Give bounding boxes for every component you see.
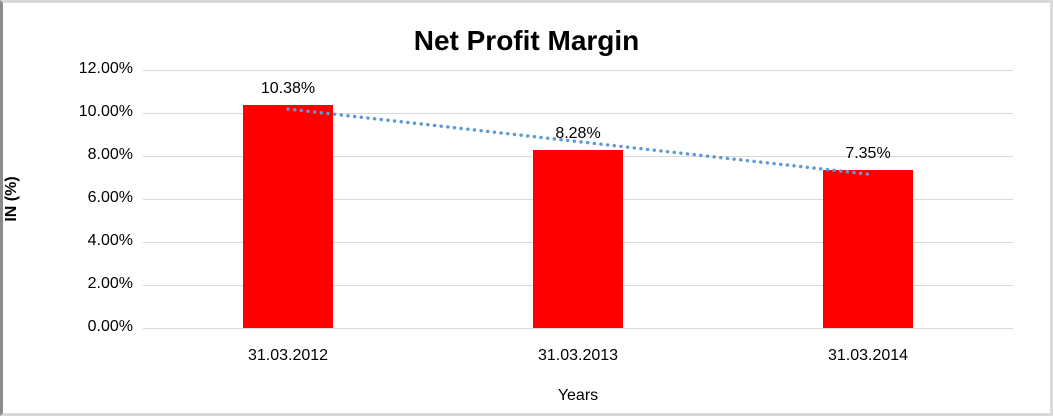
gridline-0.00% [143,328,1013,329]
gridline-12.00% [143,70,1013,71]
y-tick-label: 2.00% [87,275,133,292]
bar-value-label: 7.35% [845,144,891,162]
bar-value-label: 8.28% [555,124,601,142]
x-axis-title: Years [557,387,599,404]
y-tick-label: 0.00% [87,318,133,335]
y-tick-label: 12.00% [78,60,133,77]
bar-31.03.2013 [533,149,623,328]
y-axis-title-text: IN (%) [3,176,20,222]
y-tick-label: 6.00% [87,189,133,206]
bar-31.03.2014 [823,169,913,328]
x-tick-label: 31.03.2012 [247,347,329,364]
y-tick-label: 4.00% [87,232,133,249]
x-tick-label: 31.03.2014 [827,347,909,364]
x-tick-label: 31.03.2013 [537,347,619,364]
bar-value-label: 10.38% [260,79,316,97]
y-tick-label: 8.00% [87,146,133,163]
y-tick-label: 10.00% [78,103,133,120]
bar-31.03.2012 [243,104,333,328]
chart-title: Net Profit Margin [413,25,640,56]
